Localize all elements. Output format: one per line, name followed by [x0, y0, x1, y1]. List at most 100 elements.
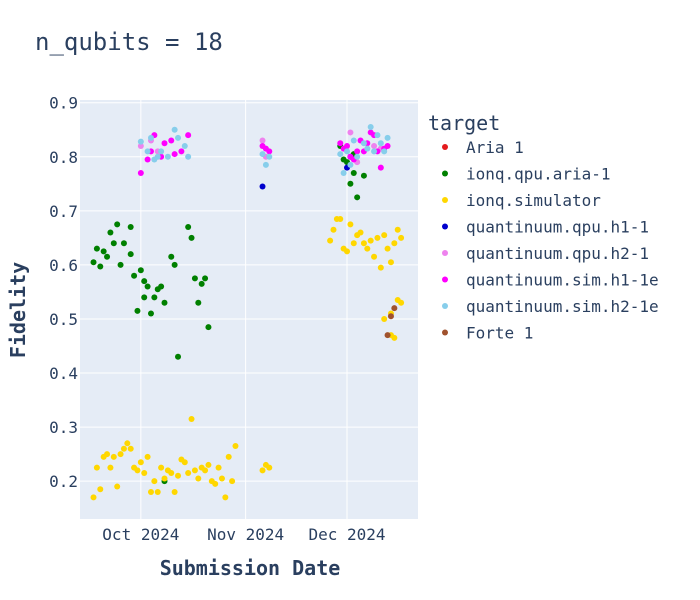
data-point: [347, 180, 354, 187]
data-point: [364, 145, 371, 152]
data-point: [259, 151, 266, 158]
data-point: [337, 215, 344, 222]
data-point: [354, 148, 361, 155]
legend-marker: [442, 197, 448, 203]
data-point: [144, 453, 151, 460]
data-point: [205, 324, 212, 331]
x-tick-label: Dec 2024: [308, 525, 385, 544]
data-point: [195, 475, 202, 482]
data-point: [151, 294, 158, 301]
data-point: [158, 148, 165, 155]
y-tick-label: 0.9: [49, 94, 78, 113]
legend-item-label: Forte 1: [466, 324, 533, 343]
y-tick-label: 0.6: [49, 256, 78, 275]
data-point: [384, 142, 391, 149]
data-point: [93, 245, 100, 252]
data-point: [131, 272, 138, 279]
data-point: [188, 234, 195, 241]
data-point: [185, 470, 192, 477]
data-point: [175, 472, 182, 479]
data-point: [357, 229, 364, 236]
data-point: [191, 275, 198, 282]
data-point: [161, 299, 168, 306]
data-point: [347, 221, 354, 228]
data-point: [354, 194, 361, 201]
data-point: [384, 245, 391, 252]
data-point: [354, 153, 361, 160]
data-point: [266, 464, 273, 471]
data-point: [185, 224, 192, 231]
data-point: [127, 224, 134, 231]
data-point: [218, 475, 225, 482]
data-point: [147, 134, 154, 141]
data-point: [394, 226, 401, 233]
data-point: [229, 478, 236, 485]
y-axis-title: Fidelity: [6, 262, 30, 358]
data-point: [344, 248, 351, 255]
data-point: [104, 451, 111, 458]
data-point: [175, 353, 182, 360]
data-point: [134, 307, 141, 314]
data-point: [350, 137, 357, 144]
x-tick-label: Oct 2024: [102, 525, 179, 544]
data-point: [350, 169, 357, 176]
data-point: [377, 140, 384, 147]
data-point: [90, 494, 97, 501]
data-point: [141, 470, 148, 477]
data-point: [377, 264, 384, 271]
data-point: [374, 234, 381, 241]
data-point: [381, 148, 388, 155]
data-point: [381, 315, 388, 322]
y-axis-ticks: 0.2 0.3 0.4 0.5 0.6 0.7 0.8 0.9: [49, 94, 78, 491]
data-point: [124, 440, 131, 447]
y-tick-label: 0.2: [49, 472, 78, 491]
data-point: [327, 237, 334, 244]
x-axis-title: Submission Date: [160, 556, 341, 580]
data-point: [377, 164, 384, 171]
data-point: [344, 148, 351, 155]
y-tick-label: 0.8: [49, 148, 78, 167]
data-point: [367, 124, 374, 131]
data-points: [90, 124, 405, 501]
legend-item-label: ionq.simulator: [466, 191, 601, 210]
data-point: [185, 153, 192, 160]
data-point: [347, 161, 354, 168]
data-point: [161, 140, 168, 147]
data-point: [117, 261, 124, 268]
data-point: [266, 153, 273, 160]
data-point: [371, 142, 378, 149]
legend-item-label: quantinuum.sim.h1-1e: [466, 271, 659, 290]
data-point: [120, 445, 127, 452]
legend-item-label: quantinuum.qpu.h1-1: [466, 218, 649, 237]
legend-item-label: Aria 1: [466, 138, 524, 157]
data-point: [120, 240, 127, 247]
data-point: [151, 478, 158, 485]
data-point: [387, 313, 394, 320]
data-point: [158, 464, 165, 471]
data-point: [360, 240, 367, 247]
legend-marker: [442, 329, 448, 336]
data-point: [195, 299, 202, 306]
legend-item-label: ionq.qpu.aria-1: [466, 165, 611, 184]
data-point: [337, 140, 344, 147]
data-point: [107, 464, 114, 471]
data-point: [398, 299, 405, 306]
data-point: [137, 138, 144, 145]
chart-title: n_qubits = 18: [35, 28, 223, 56]
data-point: [232, 443, 239, 450]
data-point: [371, 253, 378, 260]
data-point: [360, 140, 367, 147]
data-point: [171, 151, 178, 158]
data-point: [222, 494, 229, 501]
data-point: [90, 259, 97, 266]
data-point: [188, 415, 195, 422]
data-point: [337, 151, 344, 158]
data-point: [171, 488, 178, 495]
data-point: [127, 445, 134, 452]
y-tick-label: 0.5: [49, 310, 78, 329]
data-point: [137, 169, 144, 176]
data-point: [137, 142, 144, 149]
data-point: [364, 245, 371, 252]
data-point: [374, 132, 381, 139]
data-point: [178, 148, 185, 155]
